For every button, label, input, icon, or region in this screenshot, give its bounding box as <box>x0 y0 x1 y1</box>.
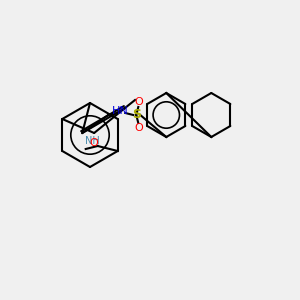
Text: O: O <box>89 138 98 148</box>
Text: S: S <box>132 109 141 122</box>
Text: O: O <box>134 123 143 133</box>
Text: HN: HN <box>112 106 129 116</box>
Text: O: O <box>134 97 143 107</box>
Text: NH: NH <box>85 136 100 146</box>
